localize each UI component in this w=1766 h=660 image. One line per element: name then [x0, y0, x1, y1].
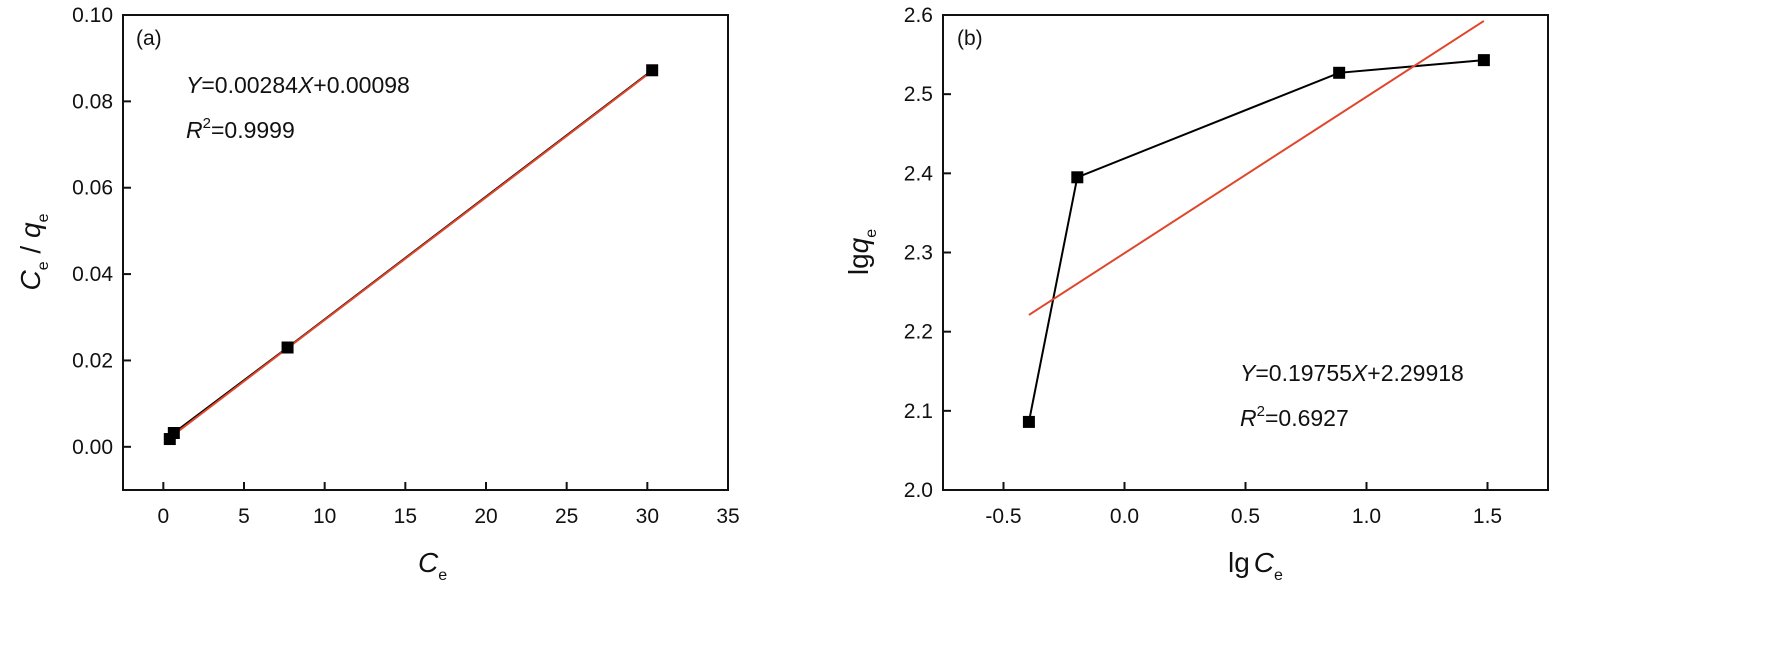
x-tick-label: 0: [157, 505, 169, 528]
y-title-slash-a: /: [15, 238, 46, 261]
x-tick-label: 35: [716, 505, 739, 528]
fit-equation-b: Y=0.19755X+2.29918: [1240, 360, 1464, 386]
series-a: [163, 64, 659, 446]
y-tick-label: 0.06: [72, 177, 113, 200]
panel-label-a: (a): [136, 27, 162, 50]
y-tick-label: 2.0: [904, 479, 933, 502]
data-point: [1071, 171, 1084, 184]
panel-label-b: (b): [957, 27, 983, 50]
fit-line: [169, 70, 653, 439]
series-b: [1022, 20, 1490, 428]
y-title-c-a: C: [15, 269, 46, 290]
x-tick-label: 30: [636, 505, 659, 528]
y-tick-label: 0.02: [72, 349, 113, 372]
x-ticks-b: -0.5 0.0 0.5 1.0 1.5: [985, 482, 1502, 528]
fit-equation-a: Y=0.00284X+0.00098: [186, 72, 410, 98]
x-tick-label: 25: [555, 505, 578, 528]
x-title-lg-b: lg: [1228, 547, 1250, 578]
r2-r-b: R: [1240, 405, 1257, 431]
x-tick-label: -0.5: [985, 505, 1021, 528]
y-axis-title-a: Ce / qe: [15, 213, 52, 290]
data-point: [1333, 66, 1346, 79]
y-title-c-sub-a: e: [35, 261, 52, 270]
y-tick-label: 2.1: [904, 400, 933, 423]
y-tick-label: 2.3: [904, 242, 933, 265]
x-tick-label: 20: [474, 505, 497, 528]
y-title-q-b: q: [843, 237, 874, 253]
x-tick-label: 10: [313, 505, 336, 528]
y-tick-label: 0.00: [72, 436, 113, 459]
x-axis-title-b: lg Ce: [1228, 547, 1283, 584]
svg-text:lgqe: lgqe: [843, 229, 880, 275]
y-ticks-b: 2.0 2.1 2.2 2.3 2.4 2.5 2.6: [904, 4, 951, 502]
y-tick-label: 0.10: [72, 4, 113, 27]
x-tick-label: 1.0: [1352, 505, 1381, 528]
y-tick-label: 2.2: [904, 321, 933, 344]
panel-b: -0.5 0.0 0.5 1.0 1.5 2.0 2.1 2.2 2.3 2.4 2.5 2.6 (…: [843, 4, 1549, 584]
r-squared-b: R2=0.6927: [1240, 403, 1349, 431]
x-tick-label: 0.5: [1231, 505, 1260, 528]
y-title-q-sub-a: e: [35, 213, 52, 222]
y-tick-label: 2.4: [904, 162, 934, 185]
svg-text:Ce / qe: Ce / qe: [15, 213, 52, 290]
y-title-sub-b: e: [863, 229, 880, 238]
panel-a: 0 5 10 15 20 25 30 35 0.000.020.040.060.080.10 …: [15, 4, 740, 584]
eq-x-b: X: [1351, 360, 1369, 386]
y-tick-label: 0.04: [72, 263, 113, 286]
data-point: [1477, 54, 1490, 67]
eq-slope-b: =0.19755: [1255, 360, 1352, 386]
x-tick-label: 5: [238, 505, 250, 528]
eq-y-b: Y: [1240, 360, 1257, 386]
eq-intercept-a: +0.00098: [313, 72, 410, 98]
eq-slope-a: =0.00284: [201, 72, 298, 98]
x-title-sub-a: e: [438, 567, 447, 584]
x-tick-label: 15: [394, 505, 417, 528]
r-squared-a: R2=0.9999: [186, 115, 295, 143]
data-point: [646, 64, 659, 77]
eq-y-a: Y: [186, 72, 203, 98]
y-axis-title-b: lgqe: [843, 229, 880, 275]
x-ticks-a: 0 5 10 15 20 25 30 35: [157, 482, 740, 528]
data-point: [281, 341, 294, 354]
y-tick-label: 2.6: [904, 4, 933, 27]
r2-value-b: =0.6927: [1265, 405, 1349, 431]
eq-intercept-b: +2.29918: [1367, 360, 1464, 386]
x-title-c-b: C: [1254, 547, 1275, 578]
y-title-q-a: q: [15, 222, 46, 238]
y-ticks-a: 0.00 0.02 0.04 0.06 0.08 0.10: [72, 4, 131, 459]
fit-line: [1028, 20, 1485, 316]
r2-sup-a: 2: [203, 115, 211, 132]
x-title-sub-b: e: [1274, 567, 1283, 584]
eq-x-a: X: [297, 72, 315, 98]
y-tick-label: 0.08: [72, 90, 113, 113]
data-point: [1022, 415, 1035, 428]
y-tick-label: 2.5: [904, 83, 933, 106]
x-tick-label: 1.5: [1473, 505, 1502, 528]
x-tick-label: 0.0: [1110, 505, 1139, 528]
data-point: [167, 427, 180, 439]
plot-frame-a: [122, 14, 729, 491]
r2-sup-b: 2: [1257, 403, 1265, 420]
x-axis-title-a: Ce: [418, 547, 447, 584]
r2-r-a: R: [186, 117, 203, 143]
x-title-main-a: C: [418, 547, 439, 578]
r2-value-a: =0.9999: [211, 117, 295, 143]
y-title-lg-b: lg: [843, 253, 874, 275]
